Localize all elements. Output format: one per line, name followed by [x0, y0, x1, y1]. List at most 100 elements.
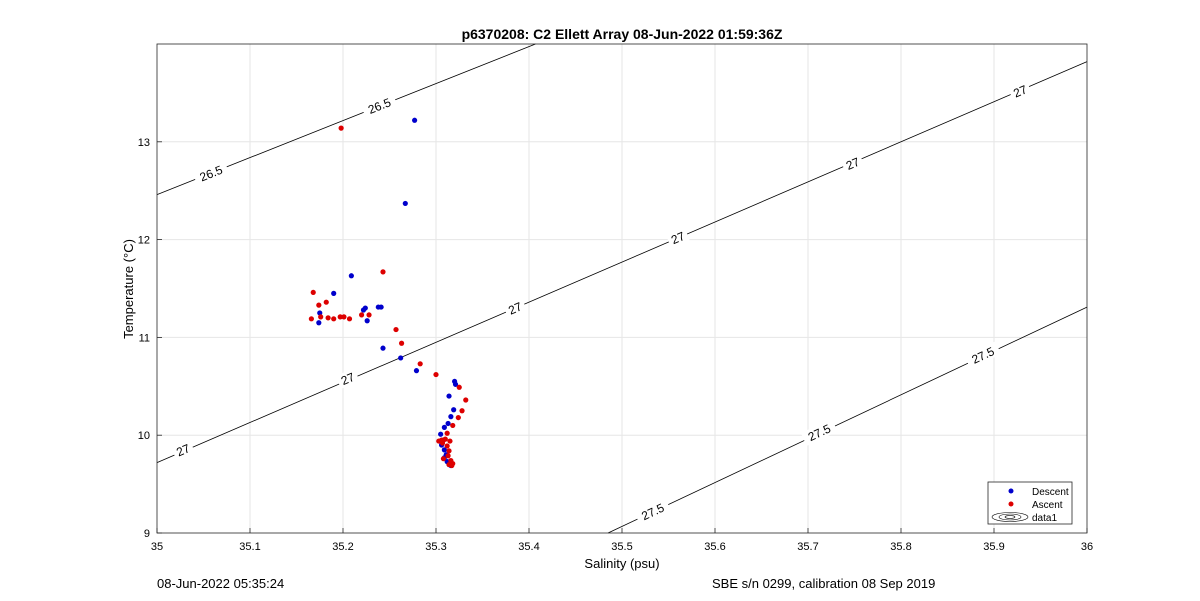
footer-calibration: SBE s/n 0299, calibration 08 Sep 2019: [712, 576, 936, 591]
ascent-point: [446, 448, 452, 454]
legend-contour-icon: [991, 512, 1029, 522]
descent-point: [448, 414, 454, 420]
ascent-point: [444, 430, 450, 436]
x-tick-label: 35.9: [983, 541, 1004, 553]
contour-label-bg: [171, 439, 195, 461]
ascent-point: [323, 299, 329, 305]
x-tick-label: 35.7: [797, 541, 818, 553]
ascent-point: [308, 316, 314, 322]
ascent-point: [393, 326, 399, 333]
descent-point: [364, 318, 370, 324]
ascent-point: [325, 315, 331, 321]
ascent-point: [318, 314, 324, 320]
ascent-point: [445, 453, 451, 459]
contour-label-bg: [634, 497, 672, 526]
ascent-point: [366, 312, 372, 318]
ascent-point: [338, 125, 344, 131]
ascent-point: [337, 314, 343, 320]
contour-label-bg: [1008, 80, 1032, 102]
legend-marker-ascent: [1008, 501, 1014, 507]
ascent-point: [380, 269, 386, 275]
ascent-point: [316, 302, 322, 308]
ascent-point: [447, 438, 453, 444]
contour-label: 27: [506, 299, 524, 317]
contour-label-bg: [335, 368, 360, 389]
ascent-point: [444, 443, 450, 449]
contour-label: 27: [669, 229, 687, 247]
descent-point: [378, 304, 384, 310]
contour-label-bg: [360, 92, 398, 119]
ascent-point: [440, 456, 447, 462]
ascent-point: [359, 312, 365, 318]
descent-point: [380, 345, 386, 351]
descent-point: [413, 368, 420, 374]
y-axis-label: Temperature (°C): [121, 239, 136, 339]
ascent-point: [417, 361, 423, 367]
axis-ticks: 35 35.1 35.2 35.3 35.4 35.5 35.6 35.7 35.8 35.9 36…: [138, 137, 1093, 553]
y-tick-label: 10: [138, 430, 150, 442]
contour-label-bg: [192, 160, 230, 186]
x-tick-label: 35.2: [332, 541, 353, 553]
descent-point: [348, 273, 354, 279]
chart-title: p6370208: C2 Ellett Array 08-Jun-2022 01…: [462, 26, 783, 42]
ascent-point: [439, 440, 446, 446]
ascent-point: [463, 397, 469, 403]
legend-label-ascent: Ascent: [1032, 500, 1063, 511]
ascent-point: [341, 314, 347, 320]
contour-label-bg: [800, 418, 838, 446]
contour-label: 27: [1011, 82, 1029, 100]
descent-point: [362, 305, 368, 311]
contour-label-bg: [665, 227, 690, 249]
legend-label-data1: data1: [1032, 513, 1057, 524]
x-tick-label: 35: [151, 541, 163, 553]
y-tick-label: 12: [138, 235, 150, 247]
ascent-point: [331, 316, 337, 322]
descent-point: [441, 447, 447, 453]
descent-point: [445, 420, 451, 427]
x-tick-label: 35.1: [239, 541, 260, 553]
contour-line: [156, 61, 1088, 463]
y-tick-label: 13: [138, 137, 150, 149]
descent-point: [446, 393, 452, 399]
x-tick-label: 35.4: [518, 541, 539, 553]
descent-point: [398, 355, 404, 361]
descent-point: [412, 117, 418, 123]
ascent-point: [459, 408, 465, 414]
x-tick-label: 35.5: [611, 541, 632, 553]
descent-point: [317, 310, 323, 316]
x-tick-label: 35.3: [425, 541, 446, 553]
contour-label-bg: [503, 297, 528, 319]
descent-point: [331, 290, 337, 296]
contour-label: 27: [174, 441, 192, 459]
contour-label-bg: [840, 152, 865, 174]
descent-point: [441, 424, 447, 430]
ascent-point: [346, 316, 353, 322]
y-tick-label: 11: [139, 332, 150, 344]
ascent-point: [433, 371, 439, 378]
contour-label-bg: [964, 341, 1002, 369]
legend-marker-descent: [1008, 488, 1014, 494]
data-series: [308, 117, 469, 469]
x-tick-label: 36: [1081, 541, 1093, 553]
legend: Descent Ascent data1: [987, 481, 1073, 525]
series-ascent: [308, 125, 469, 469]
x-axis-label: Salinity (psu): [584, 556, 659, 571]
descent-point: [451, 407, 457, 413]
grid-lines: [157, 44, 1087, 533]
descent-point: [438, 431, 444, 437]
contour-label: 27: [844, 155, 862, 173]
x-tick-label: 35.6: [704, 541, 725, 553]
descent-point: [452, 381, 459, 387]
legend-box: [987, 481, 1073, 525]
ascent-point: [449, 462, 455, 469]
descent-point: [402, 200, 408, 207]
ascent-point: [398, 340, 405, 346]
contour-label: 27: [339, 370, 357, 388]
ascent-point: [456, 384, 462, 390]
x-tick-label: 35.8: [890, 541, 911, 553]
ascent-point: [310, 289, 316, 296]
ascent-point: [455, 414, 461, 421]
legend-label-descent: Descent: [1032, 487, 1069, 498]
